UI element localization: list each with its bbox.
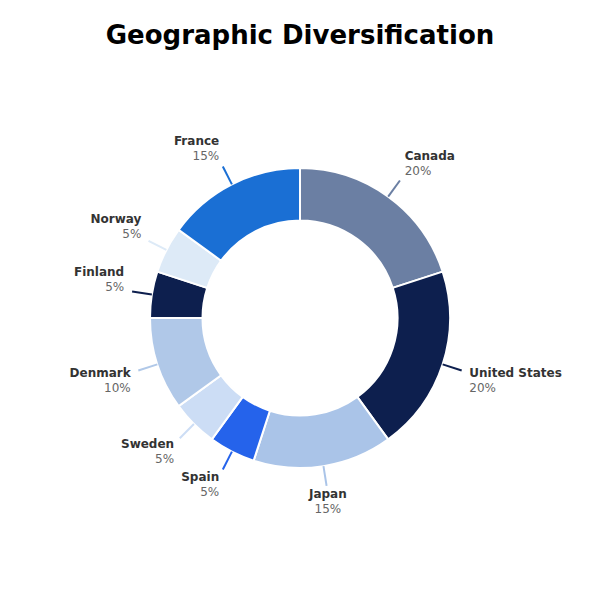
- svg-text:Norway: Norway: [91, 212, 142, 226]
- svg-text:France: France: [174, 134, 219, 148]
- svg-text:15%: 15%: [315, 502, 342, 516]
- svg-text:Denmark: Denmark: [70, 366, 132, 380]
- svg-text:United States: United States: [469, 366, 562, 380]
- svg-text:15%: 15%: [193, 149, 220, 163]
- svg-text:Sweden: Sweden: [121, 437, 174, 451]
- svg-text:5%: 5%: [122, 227, 141, 241]
- svg-text:5%: 5%: [200, 485, 219, 499]
- svg-text:Spain: Spain: [181, 470, 219, 484]
- svg-text:20%: 20%: [405, 164, 432, 178]
- svg-text:Canada: Canada: [405, 149, 455, 163]
- svg-text:5%: 5%: [155, 452, 174, 466]
- svg-text:20%: 20%: [469, 381, 496, 395]
- html-text:Geographic Diversification: Geographic Diversification: [105, 20, 495, 50]
- svg-text:Finland: Finland: [74, 265, 124, 279]
- svg-text:5%: 5%: [105, 280, 124, 294]
- svg-text:Japan: Japan: [308, 487, 347, 501]
- svg-text:10%: 10%: [104, 381, 131, 395]
